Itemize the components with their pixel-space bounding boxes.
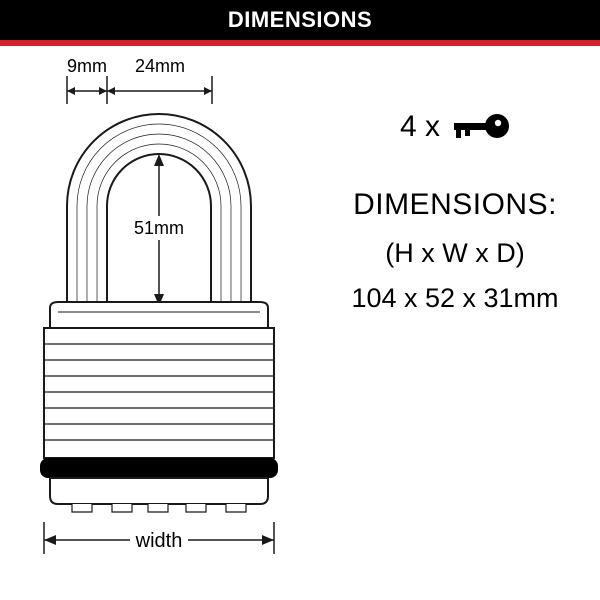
shackle-inner-width-label: 24mm — [135, 56, 185, 76]
shackle-thickness-label: 9mm — [67, 56, 107, 76]
padlock-diagram: 9mm 24mm 51mm — [0, 46, 320, 600]
dimensions-format: (H x W x D) — [330, 238, 580, 269]
width-dimension: width — [44, 522, 274, 554]
content-area: 9mm 24mm 51mm — [0, 46, 600, 600]
dimensions-title: DIMENSIONS: — [330, 188, 580, 222]
text-panel: 4 x DIMENSIONS: (H x W x D) 104 x 52 x 3… — [320, 46, 600, 600]
top-dimensions: 9mm 24mm — [67, 56, 212, 104]
width-label: width — [135, 530, 183, 552]
header-title: DIMENSIONS — [228, 7, 372, 33]
header-band: DIMENSIONS — [0, 0, 600, 40]
key-count-row: 4 x — [330, 106, 580, 148]
padlock-body — [40, 302, 278, 512]
dimensions-value: 104 x 52 x 31mm — [330, 283, 580, 314]
key-icon — [450, 106, 510, 148]
shackle-height-label: 51mm — [134, 218, 184, 238]
padlock-svg: 9mm 24mm 51mm — [0, 46, 320, 600]
shackle-height-dim: 51mm — [132, 154, 186, 306]
key-count-label: 4 x — [400, 110, 440, 144]
